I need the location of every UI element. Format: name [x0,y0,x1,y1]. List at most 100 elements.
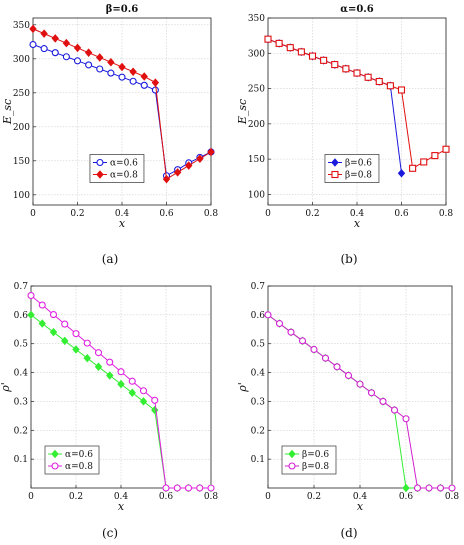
data-point [73,57,82,65]
data-point [49,327,58,337]
data-point [140,81,148,89]
y-tick-label: 350 [13,21,30,31]
data-point [38,301,46,309]
data-point [173,484,181,492]
chart-2: 0 0.2 0.4 0.6 0.8 100 150 200 250 300 350 x E_sc α=0.… [236,4,453,266]
data-point [72,330,80,338]
data-point [364,73,372,81]
chart-4: 0 0.2 0.4 0.6 0.8 0.1 0.2 0.3 0.4 0.5 0.6 0.7 x ρ' β=0… [236,282,459,540]
x-tick-label: 0.6 [159,209,174,219]
data-point [151,405,159,415]
data-point [264,311,272,319]
x-axis-label: x [357,500,364,513]
data-point [397,168,406,178]
data-point [409,164,417,172]
data-point [117,368,125,376]
data-point [62,53,70,61]
data-point [106,358,114,366]
legend: β=0.6 β=0.8 [281,445,337,475]
data-point [331,61,339,69]
y-tick-label: 150 [13,157,30,167]
legend-entry: β=0.6 [302,450,329,460]
data-point [40,45,48,53]
y-tick-label: 100 [13,191,30,201]
legend-marker [288,462,296,470]
y-tick-label: 250 [248,85,265,95]
data-point [386,82,394,90]
data-point [333,363,341,371]
data-point [129,77,137,85]
x-tick-label: 0.6 [159,492,174,502]
data-point [310,345,318,354]
y-tick-label: 0.3 [14,397,29,407]
data-point [96,53,104,62]
x-tick-label: 0.4 [350,209,365,219]
x-tick-label: 0.6 [399,492,414,502]
series-2 [264,311,456,492]
data-point [390,406,399,414]
data-point [106,371,114,380]
data-point [397,86,406,94]
y-tick-label: 0.2 [14,426,28,436]
data-point [196,484,204,492]
legend-entry: β=0.8 [345,171,372,181]
data-point [375,77,383,86]
x-tick-label: 0.2 [305,209,319,219]
data-point [321,354,330,362]
data-point [379,397,387,405]
data-point [196,154,204,164]
y-tick-label: 300 [248,49,265,59]
data-point [367,389,376,397]
data-point [139,397,148,406]
data-point [27,310,35,320]
series-2 [29,24,215,184]
data-point [162,174,171,184]
data-point [207,484,215,492]
data-point [107,69,115,77]
legend-marker [331,158,339,167]
data-point [420,158,428,166]
data-point [85,61,93,69]
legend-marker [331,170,339,179]
subfigure-caption: (c) [102,526,118,540]
data-point [275,319,284,328]
subfigure-caption: (b) [340,252,357,266]
data-point [51,34,59,43]
data-point [96,65,104,73]
data-point [140,72,148,81]
legend-marker [51,462,59,470]
data-point [425,484,433,492]
data-point [94,362,103,372]
data-point [84,48,93,57]
data-point [139,387,148,395]
y-tick-label: 200 [248,120,265,130]
data-point [29,40,37,49]
chart-title: α=0.6 [340,4,374,15]
x-axis-label: x [354,217,361,230]
data-point [107,57,115,67]
legend-entry: α=0.8 [110,171,138,181]
y-tick-label: 100 [248,190,265,200]
data-point [118,73,126,81]
y-axis-label: E_sc [1,99,14,125]
data-point [356,380,364,388]
data-point [62,38,71,48]
legend: β=0.6 β=0.8 [324,154,380,183]
legend-entry: β=0.8 [302,462,329,472]
data-point [264,35,272,43]
legend-entry: α=0.6 [65,450,93,460]
data-point [402,415,410,423]
series-1 [29,40,215,180]
data-point [173,168,182,177]
x-axis-label: x [118,500,125,513]
data-point [402,483,410,493]
x-tick-label: 0.8 [439,209,454,219]
data-point [94,349,103,357]
legend-marker [288,449,296,459]
x-tick-label: 0 [30,209,36,219]
data-point [72,345,80,354]
data-point [128,377,136,385]
data-point [431,152,439,160]
data-point [38,319,46,328]
